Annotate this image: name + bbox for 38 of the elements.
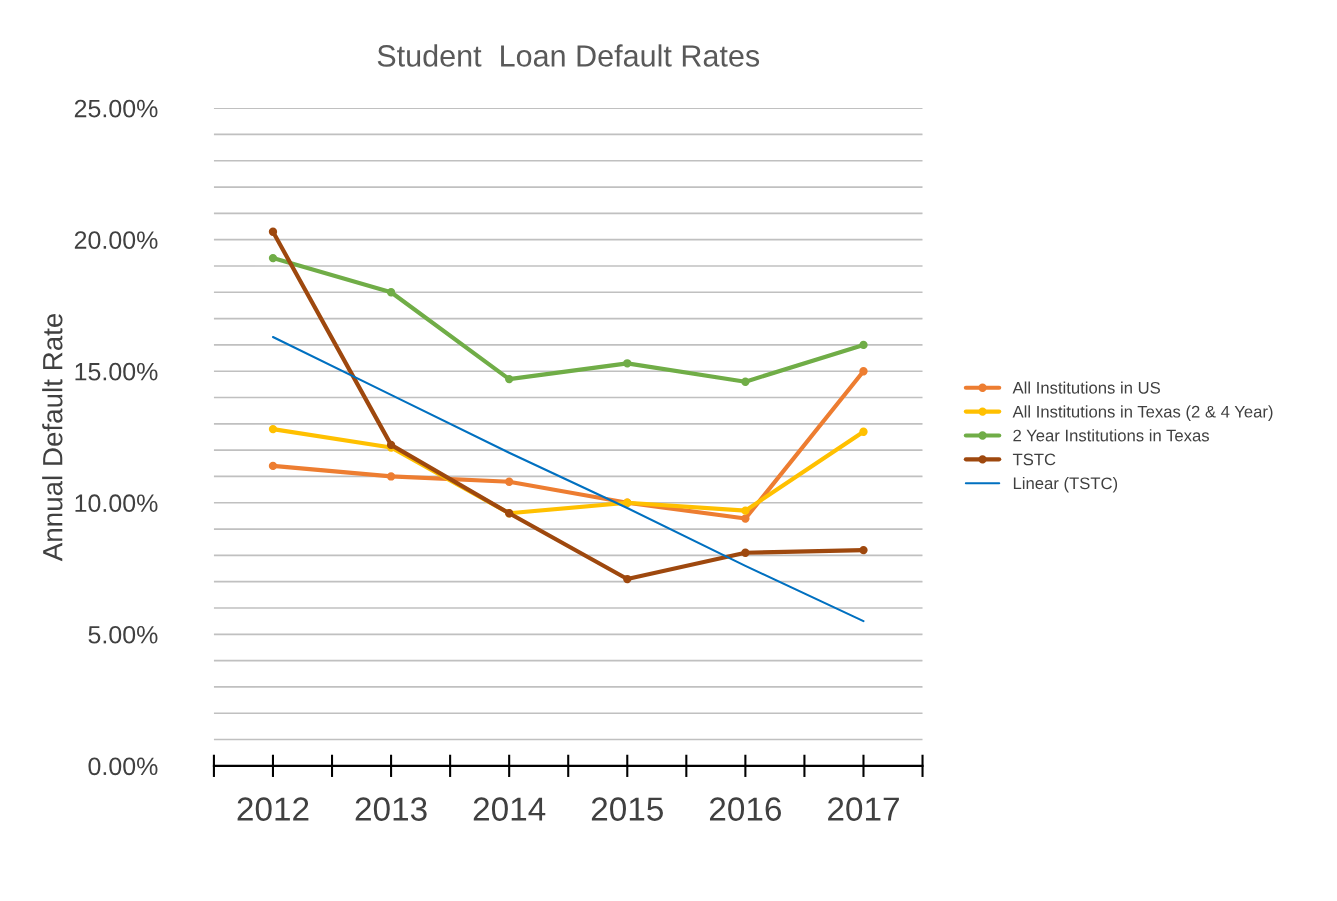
point — [268, 253, 278, 263]
point — [741, 506, 750, 515]
legend-label: 2 Year Institutions in Texas — [1013, 429, 1210, 442]
point — [623, 359, 632, 368]
x-tick-label: 2017 — [828, 797, 899, 821]
point — [623, 574, 632, 584]
legend-label: All Institutions in Texas (2 & 4 Year) — [1012, 405, 1273, 421]
x-tick-label: 2014 — [473, 797, 546, 821]
x-tick-label: 2012 — [237, 797, 309, 821]
point — [741, 377, 750, 386]
point — [859, 545, 868, 555]
y-tick-label: 0.00% — [88, 757, 158, 776]
point — [386, 472, 396, 481]
y-tick-label: 10.00% — [75, 494, 158, 513]
y-tick-label: 20.00% — [74, 231, 158, 249]
point — [505, 477, 514, 486]
y-axis-title: Annual Default Rate — [42, 313, 63, 562]
x-tick-label: 2013 — [355, 797, 427, 821]
y-tick-label: 15.00% — [75, 362, 158, 381]
point — [859, 340, 868, 350]
point — [268, 461, 278, 471]
point — [741, 548, 750, 557]
point — [859, 427, 868, 436]
point — [268, 227, 278, 236]
legend-label: All Institutions in US — [1012, 381, 1160, 394]
x-tick-label: 2016 — [709, 797, 781, 821]
line-series — [271, 335, 865, 623]
legend-label: TSTC — [1012, 453, 1056, 466]
legend-label: Linear (TSTC) — [1013, 476, 1118, 493]
point — [268, 424, 278, 434]
chart-title: Student Loan Default Rates — [377, 44, 760, 67]
point — [859, 367, 868, 376]
point — [386, 288, 396, 297]
point — [505, 374, 514, 384]
y-tick-label: 25.00% — [74, 99, 158, 118]
point — [741, 514, 750, 523]
x-tick-label: 2015 — [591, 797, 663, 821]
y-tick-label: 5.00% — [88, 625, 158, 644]
